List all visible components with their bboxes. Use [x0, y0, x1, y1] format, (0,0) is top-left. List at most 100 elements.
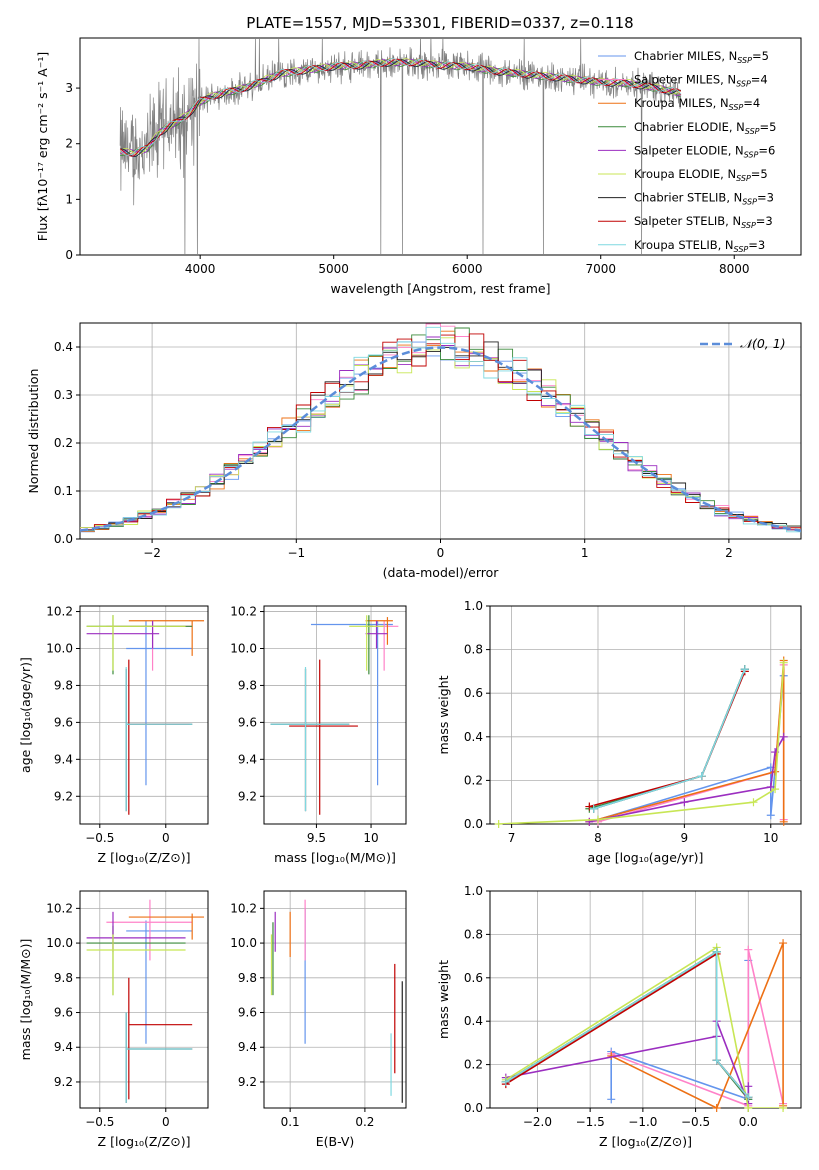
weight-marker [744, 1104, 753, 1112]
y-tick-label: 9.4 [54, 752, 73, 766]
mass_vs_ebv-axes: 0.1 0.2 9.2 9.4 9.6 9.8 10.0 10.2 E(B-V) [230, 890, 407, 1149]
y-tick-label: 0.2 [464, 773, 483, 787]
x-tick-label: −2.0 [523, 1115, 552, 1129]
x-axis-label: Z [log₁₀(Z/Z⊙)] [599, 1134, 692, 1149]
x-tick-label: 1 [581, 546, 589, 560]
x-tick-label: −0.5 [85, 831, 114, 845]
x-tick-label: 9 [681, 831, 689, 845]
axes-frame [79, 890, 209, 1109]
weight-marker [740, 665, 749, 674]
legend-label: Chabrier MILES, NSSP=5 [634, 49, 769, 65]
x-tick-label: 2 [725, 546, 733, 560]
weight-marker [585, 802, 594, 811]
x-tick-label: 6000 [452, 262, 483, 276]
weight-marker [607, 1095, 616, 1104]
y-tick-label: 9.2 [54, 789, 73, 803]
y-tick-label: 0.8 [464, 927, 483, 941]
x-axis-label: (data-model)/error [383, 565, 500, 580]
weight-series-3 [505, 950, 749, 1100]
weight-marker [744, 1093, 753, 1102]
x-tick-label: −0.5 [85, 1115, 114, 1129]
x-tick-label: −2 [143, 546, 161, 560]
x-tick-label: 10 [763, 831, 778, 845]
weight-series-2 [610, 942, 784, 1108]
y-tick-label: 9.6 [238, 1006, 257, 1020]
y-tick-label: 1 [65, 192, 73, 206]
model-series-7 [119, 58, 682, 157]
weight-marker [779, 1104, 788, 1112]
y-tick-label: 10.0 [230, 641, 257, 655]
weight-marker [712, 1056, 721, 1065]
y-tick-label: 9.2 [54, 1075, 73, 1089]
y-tick-label: 0.1 [54, 484, 73, 498]
axes-frame [489, 605, 802, 825]
y-tick-label: 0.4 [464, 730, 483, 744]
y-tick-label: 1.0 [464, 599, 483, 613]
axes-frame [79, 605, 209, 825]
x-tick-label: 8000 [719, 262, 750, 276]
weight-marker [680, 798, 689, 807]
weight-marker [494, 820, 503, 828]
weight_vs_age-axes: 7 8 9 10 0.0 0.2 0.4 0.6 0.8 1.0 age [log₁₀(age/yr… [436, 599, 802, 865]
y-tick-label: 0.0 [464, 817, 483, 831]
weight-series-5 [505, 946, 784, 1108]
observed-spectrum [119, 38, 682, 255]
y-axis-label: mass weight [436, 675, 451, 754]
weight-series-5 [498, 662, 785, 824]
y-tick-label: 0.8 [464, 643, 483, 657]
weight-marker [501, 1077, 510, 1086]
y-tick-label: 1.0 [464, 884, 483, 898]
y-tick-label: 0.2 [464, 1058, 483, 1072]
weight-marker [593, 815, 602, 824]
normal-curve [80, 346, 801, 532]
weight_vs_Z-axes: −2.0 −1.5 −1.0 −0.5 0.0 0.0 0.2 0.4 0.6 0.8 1.0 Z [… [436, 884, 802, 1149]
y-tick-label: 0 [65, 248, 73, 262]
x-axis-label: Z [log₁₀(Z/Z⊙)] [98, 850, 191, 865]
y-tick-label: 0.3 [54, 388, 73, 402]
x-tick-label: 0.0 [739, 1115, 758, 1129]
weight-marker [766, 782, 775, 791]
model-series-0 [120, 59, 681, 158]
model-series-1 [119, 58, 682, 157]
model-series-6 [120, 59, 681, 158]
legend-label: Kroupa MILES, NSSP=4 [634, 96, 760, 112]
weight-series-7 [505, 952, 749, 1098]
x-tick-label: 10 [363, 831, 378, 845]
spectrum-legend: Chabrier MILES, NSSP=5 Salpeter MILES, NS… [598, 49, 776, 254]
x-tick-label: 0 [162, 831, 170, 845]
model-series-3 [120, 59, 681, 157]
spectrum-axes: 4000 5000 6000 7000 8000 0 1 2 3 wavelength [Angs… [35, 37, 802, 296]
x-tick-label: 0.1 [281, 1115, 300, 1129]
y-tick-label: 0.0 [464, 1101, 483, 1115]
weight-marker [779, 658, 788, 667]
weight-marker [712, 947, 721, 956]
weight-marker [749, 798, 758, 807]
weight-marker [766, 811, 775, 820]
y-axis-label: Flux [fλ10⁻¹⁷ erg cm⁻² s⁻¹ A⁻¹] [35, 52, 50, 241]
residual-histogram-6 [80, 341, 801, 531]
legend-label: Salpeter STELIB, NSSP=3 [634, 214, 773, 230]
weight-series-1 [610, 949, 784, 1107]
weight-marker [585, 817, 594, 826]
weight-marker [779, 939, 788, 948]
y-tick-label: 0.6 [464, 971, 483, 985]
axes-frame [263, 890, 407, 1109]
y-tick-label: 0.6 [464, 686, 483, 700]
figure-title: PLATE=1557, MJD=53301, FIBERID=0337, z=0… [246, 14, 633, 32]
y-tick-label: 9.2 [238, 1075, 257, 1089]
x-axis-label: E(B-V) [316, 1134, 355, 1149]
y-tick-label: 10.2 [230, 901, 257, 915]
x-tick-label: 5000 [318, 262, 349, 276]
y-tick-label: 9.8 [238, 678, 257, 692]
y-tick-label: 9.4 [238, 1040, 257, 1054]
model-series-8 [119, 58, 682, 156]
y-tick-label: 2 [65, 137, 73, 151]
weight-series-2 [589, 660, 785, 823]
y-tick-label: 9.8 [54, 678, 73, 692]
age_vs_mass-axes: 9.5 10 9.2 9.4 9.6 9.8 10.0 10.2 mass [log₁₀(M/M… [230, 605, 407, 865]
legend-label: Chabrier ELODIE, NSSP=5 [634, 120, 776, 136]
y-tick-label: 10.0 [230, 936, 257, 950]
residual-histogram-8 [80, 326, 801, 533]
